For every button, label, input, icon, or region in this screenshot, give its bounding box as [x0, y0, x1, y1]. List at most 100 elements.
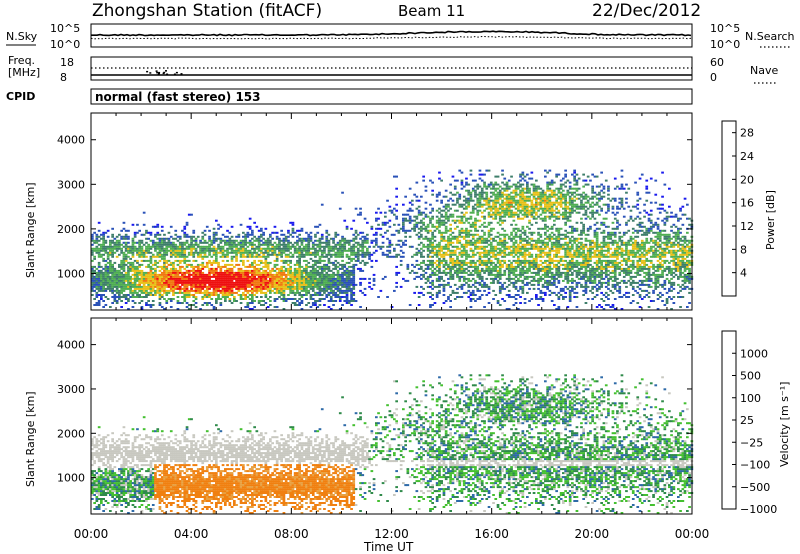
- power-cell: [469, 233, 473, 236]
- power-cell: [379, 211, 383, 214]
- power-cell: [187, 308, 191, 310]
- power-cell: [521, 267, 525, 270]
- power-cell: [453, 237, 457, 240]
- power-cell: [494, 201, 498, 204]
- power-cell: [510, 195, 513, 198]
- power-cell: [325, 241, 329, 244]
- power-cell: [474, 193, 477, 196]
- power-cell: [113, 271, 117, 274]
- power-cell: [282, 237, 286, 240]
- power-cell: [253, 247, 256, 250]
- power-cell: [498, 267, 502, 270]
- power-cell: [280, 273, 283, 276]
- power-cell: [429, 296, 432, 298]
- power-cell: [363, 294, 367, 296]
- power-cell: [483, 231, 486, 234]
- power-cell: [264, 269, 268, 272]
- power-cell: [239, 275, 243, 278]
- power-cell: [309, 281, 313, 284]
- power-cell: [264, 249, 268, 252]
- power-cell: [440, 209, 443, 212]
- power-cell: [246, 302, 250, 304]
- power-cell: [253, 249, 256, 252]
- power-cell: [185, 247, 189, 250]
- power-cell: [176, 300, 180, 302]
- power-cell: [298, 253, 301, 256]
- power-cell: [483, 209, 486, 212]
- power-cell: [334, 253, 338, 256]
- power-cell: [219, 283, 223, 286]
- power-cell: [451, 291, 455, 294]
- power-cell: [462, 199, 466, 202]
- power-cell: [169, 247, 173, 250]
- power-cell: [480, 269, 484, 272]
- power-cell: [329, 253, 333, 256]
- power-cell: [366, 249, 369, 252]
- power-cell: [307, 253, 311, 256]
- power-cell: [375, 241, 378, 244]
- power-cell: [395, 175, 398, 178]
- power-cell: [422, 175, 425, 178]
- power-cell: [190, 247, 193, 250]
- power-cell: [154, 283, 157, 286]
- power-cell: [347, 281, 351, 284]
- power-cell: [165, 251, 169, 254]
- power-cell: [264, 296, 268, 298]
- power-cell: [151, 294, 155, 296]
- power-cell: [523, 251, 527, 254]
- power-cell: [442, 235, 446, 238]
- power-cell: [181, 259, 184, 262]
- power-cell: [521, 287, 525, 290]
- power-cell: [178, 243, 182, 246]
- power-cell: [208, 287, 211, 290]
- power-cell: [178, 289, 182, 292]
- power-cell: [104, 249, 108, 252]
- power-cell: [97, 285, 101, 288]
- power-cell: [228, 294, 232, 296]
- power-cell: [305, 285, 308, 288]
- power-cell: [325, 273, 329, 276]
- power-cell: [535, 217, 538, 220]
- power-cell: [469, 271, 473, 274]
- power-cell: [363, 255, 367, 258]
- power-cell: [431, 294, 434, 296]
- power-cell: [124, 277, 128, 280]
- power-cell: [514, 239, 518, 242]
- power-cell: [253, 243, 256, 246]
- power-cell: [415, 285, 419, 288]
- power-cell: [528, 243, 531, 246]
- power-cell: [318, 237, 322, 240]
- power-cell: [316, 279, 320, 282]
- power-cell: [523, 209, 527, 212]
- power-cell: [255, 245, 259, 248]
- power-cell: [526, 197, 529, 200]
- power-cell: [156, 289, 160, 292]
- power-cell: [444, 253, 448, 256]
- power-cell: [442, 302, 446, 304]
- power-cell: [487, 205, 491, 208]
- power-cell: [537, 201, 540, 204]
- power-cell: [284, 249, 288, 252]
- power-cell: [415, 275, 419, 278]
- power-cell: [541, 273, 545, 276]
- power-cell: [109, 261, 112, 264]
- power-cell: [300, 249, 304, 252]
- power-cell: [460, 283, 464, 286]
- power-cell: [275, 285, 279, 288]
- power-cell: [444, 245, 448, 248]
- power-cell: [242, 291, 245, 294]
- power-cell: [219, 267, 223, 270]
- power-cell: [221, 245, 225, 248]
- power-cell: [307, 261, 311, 264]
- power-cell: [453, 249, 457, 252]
- power-cell: [181, 255, 184, 258]
- power-cell: [203, 291, 207, 294]
- power-cell: [145, 277, 148, 280]
- power-cell: [305, 263, 308, 266]
- power-cell: [440, 253, 443, 256]
- power-cell: [345, 261, 349, 264]
- power-cell: [266, 285, 270, 288]
- power-cell: [300, 275, 304, 278]
- power-cell: [185, 277, 189, 280]
- power-cell: [242, 298, 245, 300]
